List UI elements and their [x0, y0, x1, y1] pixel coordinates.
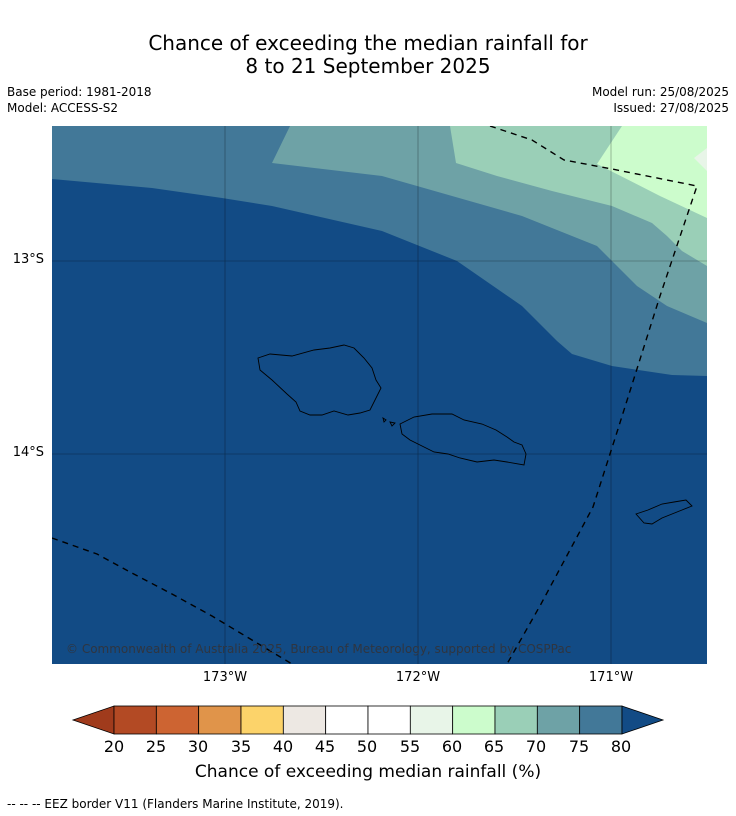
colorbar-tick: 25	[145, 737, 167, 756]
island-upolu	[399, 413, 527, 466]
colorbar-tick: 80	[610, 737, 632, 756]
colorbar-cell	[494, 705, 538, 735]
colorbar-tick: 70	[525, 737, 547, 756]
colorbar-tick: 40	[272, 737, 294, 756]
model-name: Model: ACCESS-S2	[7, 101, 119, 115]
lat-label-14s: 14°S	[12, 445, 44, 460]
issued-date: Issued: 27/08/2025	[613, 101, 729, 115]
colorbar-tick: 60	[441, 737, 463, 756]
colorbar-cell	[282, 705, 327, 735]
colorbar-cells	[113, 705, 623, 735]
graticule	[52, 126, 707, 664]
colorbar-tick: 55	[399, 737, 421, 756]
title-line-2: 8 to 21 September 2025	[245, 54, 491, 78]
colorbar-tick: 35	[230, 737, 252, 756]
lat-label-13s: 13°S	[12, 252, 44, 267]
lon-label-173w: 173°W	[202, 670, 248, 685]
colorbar-extend-low	[71, 705, 115, 735]
colorbar-tick: 45	[314, 737, 336, 756]
title-line-1: Chance of exceeding the median rainfall …	[148, 31, 588, 55]
colorbar-label: Chance of exceeding median rainfall (%)	[194, 762, 542, 782]
lon-label-171w: 171°W	[588, 670, 634, 685]
lon-label-172w: 172°W	[395, 670, 441, 685]
rainfall-map: © Commonwealth of Australia 2025, Bureau…	[52, 126, 707, 664]
colorbar-cell	[367, 705, 411, 735]
colorbar-cell	[452, 705, 496, 735]
colorbar	[71, 705, 665, 735]
base-period: Base period: 1981-2018	[7, 85, 152, 99]
colorbar-tick: 30	[187, 737, 209, 756]
model-run: Model run: 25/08/2025	[591, 85, 729, 99]
band-60-65	[597, 126, 707, 218]
colorbar-cell	[198, 705, 242, 735]
colorbar-cell	[536, 705, 581, 735]
colorbar-cell	[579, 705, 623, 735]
colorbar-extend-high	[621, 705, 665, 735]
eez-border	[52, 126, 698, 664]
colorbar-tick: 65	[483, 737, 505, 756]
colorbar-cell	[155, 705, 200, 735]
colorbar-tick: 20	[103, 737, 125, 756]
colorbar-cell	[240, 705, 284, 735]
colorbar-cell	[325, 705, 369, 735]
island-tutuila	[635, 499, 693, 525]
island-savaii	[257, 344, 382, 416]
colorbar-cell	[409, 705, 454, 735]
colorbar-tick: 75	[568, 737, 590, 756]
colorbar-cell	[113, 705, 157, 735]
copyright-text: © Commonwealth of Australia 2025, Bureau…	[66, 642, 571, 656]
eez-footnote: -- -- -- EEZ border V11 (Flanders Marine…	[7, 797, 344, 811]
band-55-60	[694, 148, 707, 171]
island-apolima	[382, 416, 396, 427]
colorbar-tick: 50	[356, 737, 378, 756]
